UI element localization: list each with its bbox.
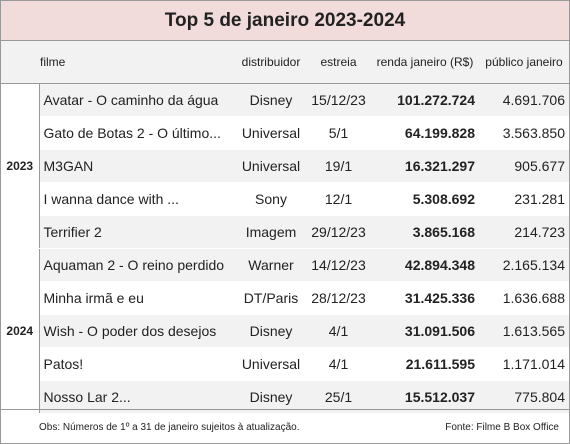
cell: Aquaman 2 - O reino perdido — [39, 248, 236, 282]
cell: 15/12/23 — [306, 83, 371, 117]
cell: Universal — [236, 149, 306, 183]
cell: 4/1 — [306, 347, 371, 381]
year: 2023 — [1, 83, 40, 249]
cell: Universal — [236, 347, 306, 381]
note: Obs: Números de 1º a 31 de janeiro sujei… — [39, 422, 300, 433]
cell: 64.199.828 — [371, 116, 479, 150]
row: 2023 Avatar - O caminho da água Disney 15/1… — [1, 83, 569, 249]
column-header: renda janeiro (R$) — [371, 41, 479, 84]
cell: Universal — [236, 116, 306, 150]
header-cell — [1, 41, 39, 84]
cell: Wish - O poder dos desejos — [39, 314, 236, 348]
cell: Gato de Botas 2 - O último... — [39, 116, 236, 150]
title: Top 5 de janeiro 2023-2024 — [1, 1, 569, 41]
cell: I wanna dance with ... — [39, 182, 236, 216]
cell: 5/1 — [306, 116, 371, 150]
cell: 4/1 — [306, 314, 371, 348]
cell: Nosso Lar 2... — [39, 380, 236, 414]
cell: 15.512.037 — [371, 380, 479, 414]
cell: 101.272.724 — [371, 83, 479, 117]
header-row: filme distribuidor estreia renda janeiro (R… — [1, 41, 569, 84]
cell: Terrifier 2 — [39, 215, 236, 249]
cell: 905.677 — [479, 149, 569, 183]
cell: Patos! — [39, 347, 236, 381]
cell: 25/1 — [306, 380, 371, 414]
cell: 214.723 — [479, 215, 569, 249]
row: Nosso Lar 2... Disney 25/1 15.512.037 775.80… — [1, 380, 569, 414]
cell: Minha irmã e eu — [39, 281, 236, 315]
table: filme distribuidor estreia renda janeiro (R… — [1, 41, 569, 414]
cell: 4.691.706 — [479, 83, 569, 117]
cell: 29/12/23 — [306, 215, 371, 249]
cell: 31.425.336 — [371, 281, 479, 315]
year: 2024 — [1, 248, 40, 414]
cell: 775.804 — [479, 380, 569, 414]
row: I wanna dance with ... Sony 12/1 5.308.692 2… — [1, 182, 569, 216]
cell: Sony — [236, 182, 306, 216]
cell: Disney — [236, 380, 306, 414]
cell: Warner — [236, 248, 306, 282]
cell: 16.321.297 — [371, 149, 479, 183]
footer: Obs: Números de 1º a 31 de janeiro sujei… — [1, 409, 569, 443]
cell: 5.308.692 — [371, 182, 479, 216]
cell: 1.636.688 — [479, 281, 569, 315]
cell: 19/1 — [306, 149, 371, 183]
cell: 3.865.168 — [371, 215, 479, 249]
cell: 14/12/23 — [306, 248, 371, 282]
cell: 1.171.014 — [479, 347, 569, 381]
cell: 21.611.595 — [371, 347, 479, 381]
row: Terrifier 2 Imagem 29/12/23 3.865.168 214.72… — [1, 215, 569, 249]
cell: DT/Paris — [236, 281, 306, 315]
cell: M3GAN — [39, 149, 236, 183]
cell: Disney — [236, 314, 306, 348]
cell: 42.894.348 — [371, 248, 479, 282]
column-header: distribuidor — [236, 41, 306, 84]
row: M3GAN Universal 19/1 16.321.297 905.677 — [1, 149, 569, 183]
column-header: estreia — [306, 41, 371, 84]
cell: Avatar - O caminho da água — [39, 83, 236, 117]
row: Patos! Universal 4/1 21.611.595 1.171.014 — [1, 347, 569, 381]
row: 2024 Aquaman 2 - O reino perdido Warner 14/… — [1, 248, 569, 414]
column-header: público janeiro — [479, 41, 569, 84]
cell: 231.281 — [479, 182, 569, 216]
cell: Imagem — [236, 215, 306, 249]
cell: Disney — [236, 83, 306, 117]
cell: 31.091.506 — [371, 314, 479, 348]
cell: 2.165.134 — [479, 248, 569, 282]
cell: 12/1 — [306, 182, 371, 216]
column-header: filme — [39, 41, 236, 84]
row: Wish - O poder dos desejos Disney 4/1 31.09… — [1, 314, 569, 348]
cell: 28/12/23 — [306, 281, 371, 315]
cell: 3.563.850 — [479, 116, 569, 150]
row: Minha irmã e eu DT/Paris 28/12/23 31.425.33… — [1, 281, 569, 315]
row: Gato de Botas 2 - O último... Universal 5/… — [1, 116, 569, 150]
cell: 1.613.565 — [479, 314, 569, 348]
source: Fonte: Filme B Box Office — [445, 422, 559, 433]
